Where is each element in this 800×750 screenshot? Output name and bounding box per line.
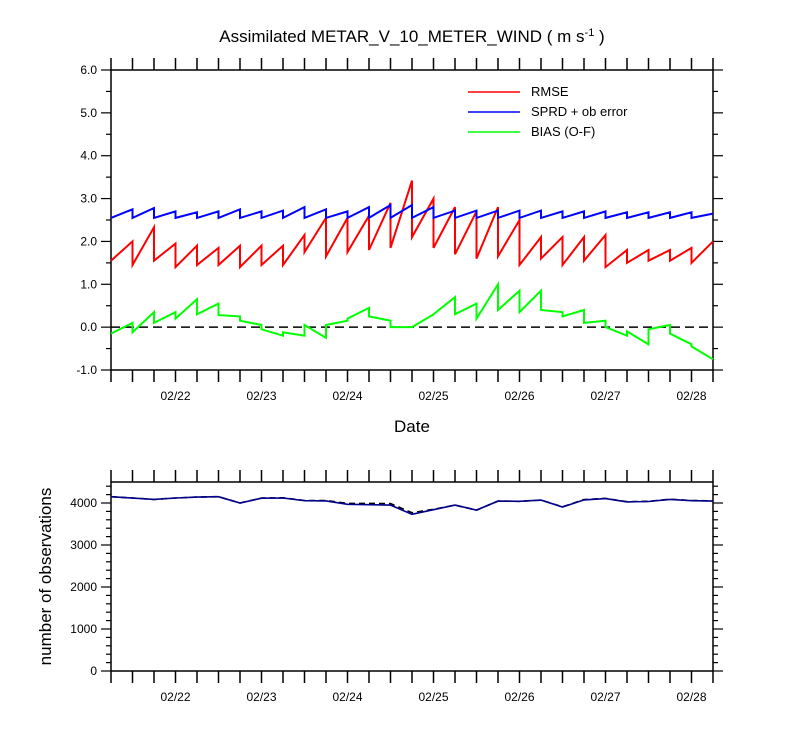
y-axis-title: number of observations [36, 488, 55, 666]
x-tick-label: 02/22 [160, 389, 190, 403]
legend-label: BIAS (O-F) [531, 124, 595, 139]
y-tick-label: -1.0 [76, 363, 97, 377]
chart-title: Assimilated METAR_V_10_METER_WIND ( m s-… [219, 27, 604, 46]
y-tick-label: 5.0 [80, 106, 97, 120]
x-tick-label: 02/24 [332, 389, 362, 403]
plot-frame [110, 481, 714, 672]
chart-title-units: ( m s [542, 27, 585, 46]
legend-label: RMSE [531, 84, 569, 99]
y-tick-label: 1000 [70, 622, 97, 636]
bottom-plot: 02/22 02/23 02/24 02/25 02/26 02/27 02/28 0 1000… [36, 470, 723, 704]
x-tick-label: 02/27 [590, 389, 620, 403]
chart-title-units-close: ) [594, 27, 604, 46]
y-tick-label: 3.0 [80, 192, 97, 206]
series-line-1 [110, 495, 714, 516]
series-line-0 [110, 495, 714, 514]
y-tick-label: 4000 [70, 496, 97, 510]
y-tick-label: 2.0 [80, 234, 97, 248]
x-tick-label: 02/27 [590, 690, 620, 704]
x-tick-label: 02/28 [676, 690, 706, 704]
y-tick-label: 1.0 [80, 277, 97, 291]
x-tick-label: 02/28 [676, 389, 706, 403]
x-tick-label: 02/24 [332, 690, 362, 704]
y-tick-label: 3000 [70, 538, 97, 552]
x-tick-label: 02/25 [418, 389, 448, 403]
y-tick-label: 2000 [70, 580, 97, 594]
x-tick-label: 02/23 [246, 389, 276, 403]
x-tick-label: 02/26 [504, 690, 534, 704]
top-plot: 02/22 02/23 02/24 02/25 02/26 02/27 02/28 -1.0 0… [76, 58, 723, 436]
x-tick-label: 02/23 [246, 690, 276, 704]
x-tick-label: 02/22 [160, 690, 190, 704]
series-line-2 [110, 280, 714, 361]
x-tick-label: 02/26 [504, 389, 534, 403]
y-tick-label: 0 [90, 664, 97, 678]
chart-title-units-exponent: -1 [585, 27, 595, 39]
y-tick-label: 6.0 [80, 63, 97, 77]
y-tick-label: 0.0 [80, 320, 97, 334]
x-tick-label: 02/25 [418, 690, 448, 704]
legend-label: SPRD + ob error [531, 104, 628, 119]
series-line-1 [110, 203, 714, 220]
series-line-0 [110, 180, 714, 270]
chart-title-main: Assimilated METAR_V_10_METER_WIND [219, 27, 542, 46]
x-axis-title: Date [394, 417, 430, 436]
y-tick-label: 4.0 [80, 149, 97, 163]
